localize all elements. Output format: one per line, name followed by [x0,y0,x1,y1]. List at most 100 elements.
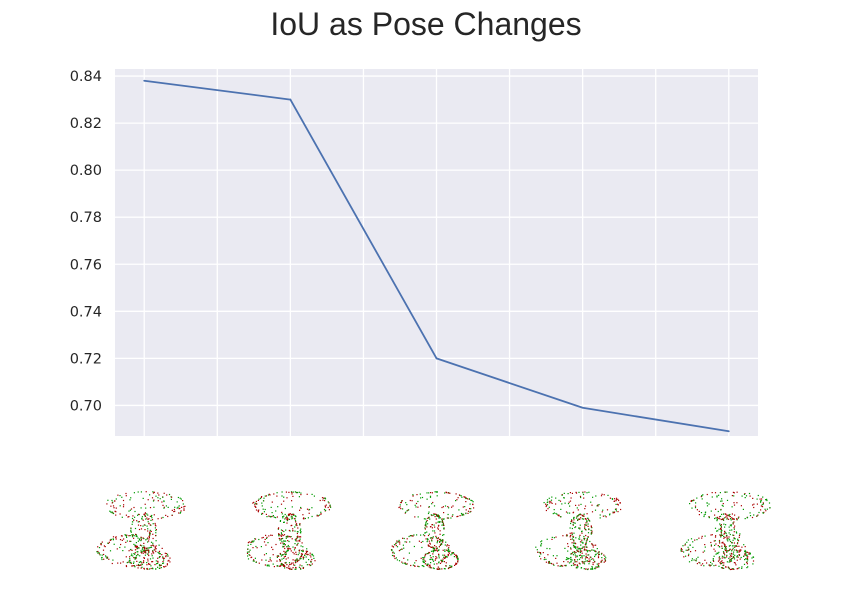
point-cloud-dot [250,543,252,545]
point-cloud-dot [106,556,109,558]
point-cloud-dot [123,504,125,506]
point-cloud-dot [310,556,312,558]
point-cloud-dot [153,499,155,501]
point-cloud-dot [537,551,539,553]
point-cloud-dot [256,547,258,549]
point-cloud-dot [448,545,450,547]
point-cloud-dot [434,532,436,534]
point-cloud-dot [450,554,452,556]
point-cloud-dot [592,546,594,548]
point-cloud-dot [464,496,466,499]
point-cloud-dot [275,517,277,519]
point-cloud-dot [147,558,149,560]
point-cloud-dot [296,544,299,546]
point-cloud-dot [565,535,568,537]
point-cloud-dot [723,543,725,545]
point-cloud-dot [578,527,580,529]
point-cloud-dot [155,495,157,497]
point-cloud-dot [408,552,410,554]
point-cloud-dot [434,516,436,518]
point-cloud-dot [456,556,458,558]
point-cloud-dot [420,505,422,507]
point-cloud-dot [721,555,723,557]
point-cloud-dot [426,526,428,528]
point-cloud-dot [155,548,157,550]
point-cloud-dot [427,517,429,519]
point-cloud-dot [447,554,450,556]
point-cloud-dot [442,506,444,508]
point-cloud-dot [721,562,723,564]
point-cloud-dot [98,547,101,549]
point-cloud-dot [294,559,296,561]
point-cloud-dot [571,538,573,540]
point-cloud-dot [287,548,289,550]
point-cloud-dot [170,498,172,500]
point-cloud-dot [124,546,126,548]
point-cloud-dot [313,557,315,559]
point-cloud-dot [121,496,123,498]
point-cloud-dot [324,497,326,499]
point-cloud-dot [294,560,296,562]
point-cloud-dot [324,505,326,507]
point-cloud-dot [182,500,184,502]
point-cloud-dot [576,515,578,517]
point-cloud-dot [743,544,745,546]
point-cloud-dot [285,491,287,493]
point-cloud-dot [456,557,458,559]
point-cloud-dot [132,534,134,536]
point-cloud-dot [161,554,163,556]
point-cloud-dot [289,563,291,566]
point-cloud-dot [584,508,586,510]
point-cloud-dot [747,566,749,568]
point-cloud-dot [704,546,706,548]
point-cloud-dot [140,536,142,538]
point-cloud-dot [543,502,545,504]
point-cloud-dot [760,501,762,503]
point-cloud-dot [458,509,460,511]
point-cloud-dot [149,507,152,509]
point-cloud-dot [580,557,582,559]
point-cloud-dot [443,534,445,536]
point-cloud-dot [257,511,259,513]
point-cloud-dot [586,539,588,541]
point-cloud-dot [142,561,145,563]
point-cloud-dot [728,532,730,534]
point-cloud-dot [292,546,294,548]
point-cloud-dot [456,555,458,557]
point-cloud-dot [284,507,286,510]
point-cloud-dot [581,539,583,541]
point-cloud-dot [292,559,294,561]
point-cloud-dot [694,539,696,541]
point-cloud-dot [715,535,717,537]
point-cloud-dot [545,505,547,508]
point-cloud-dot [424,556,426,558]
point-cloud-dot [436,514,438,516]
point-cloud-dot [433,530,436,532]
point-cloud-dot [272,554,274,556]
point-cloud-dot [144,547,146,549]
point-cloud-dot [722,513,725,515]
point-cloud-dot [105,555,107,557]
point-cloud-dot [706,562,708,564]
point-cloud-dot [134,516,136,518]
point-cloud-dot [436,547,438,550]
point-cloud-dot [141,548,143,550]
point-cloud-dot [306,508,309,510]
point-cloud-dot [436,563,438,565]
point-cloud-dot [567,550,569,552]
point-cloud-dot [119,495,121,497]
point-cloud-dot [438,561,440,563]
point-cloud-dot [745,552,747,554]
point-cloud-dot [264,538,266,540]
point-cloud-dot [102,549,105,551]
point-cloud-dot [702,494,704,496]
point-cloud-dot [290,563,292,565]
point-cloud-dot [294,520,297,522]
point-cloud-dot [267,494,270,496]
point-cloud-dot [137,521,139,523]
point-cloud-dot [295,523,298,525]
point-cloud-dot [716,495,718,497]
point-cloud-dot [570,548,572,550]
point-cloud-dot [321,497,324,499]
point-cloud-dot [278,555,280,557]
